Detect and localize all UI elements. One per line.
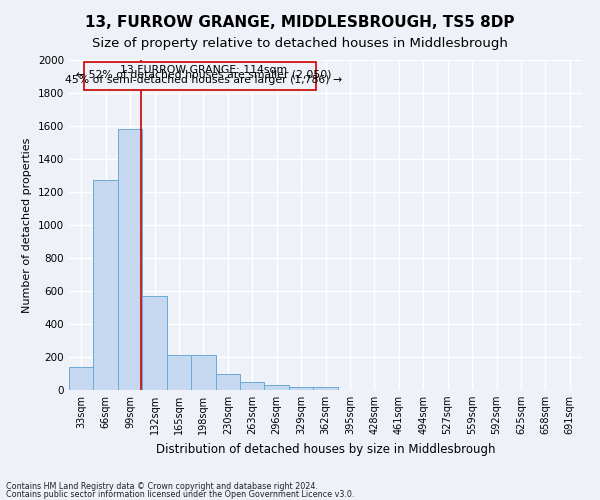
Bar bbox=[69, 367, 94, 390]
FancyBboxPatch shape bbox=[84, 62, 316, 90]
Bar bbox=[118, 130, 142, 390]
Bar bbox=[167, 354, 191, 390]
Text: 45% of semi-detached houses are larger (1,786) →: 45% of semi-detached houses are larger (… bbox=[65, 75, 342, 85]
Text: 13 FURROW GRANGE: 114sqm: 13 FURROW GRANGE: 114sqm bbox=[120, 65, 287, 75]
Y-axis label: Number of detached properties: Number of detached properties bbox=[22, 138, 32, 312]
Bar bbox=[313, 386, 338, 390]
Bar bbox=[265, 385, 289, 390]
Bar bbox=[289, 386, 313, 390]
Bar bbox=[191, 354, 215, 390]
Bar bbox=[240, 382, 265, 390]
Bar bbox=[142, 296, 167, 390]
Text: 13, FURROW GRANGE, MIDDLESBROUGH, TS5 8DP: 13, FURROW GRANGE, MIDDLESBROUGH, TS5 8D… bbox=[85, 15, 515, 30]
X-axis label: Distribution of detached houses by size in Middlesbrough: Distribution of detached houses by size … bbox=[156, 442, 495, 456]
Text: ← 52% of detached houses are smaller (2,050): ← 52% of detached houses are smaller (2,… bbox=[76, 70, 331, 80]
Text: Contains public sector information licensed under the Open Government Licence v3: Contains public sector information licen… bbox=[6, 490, 355, 499]
Bar bbox=[94, 180, 118, 390]
Text: Size of property relative to detached houses in Middlesbrough: Size of property relative to detached ho… bbox=[92, 38, 508, 51]
Bar bbox=[215, 374, 240, 390]
Text: Contains HM Land Registry data © Crown copyright and database right 2024.: Contains HM Land Registry data © Crown c… bbox=[6, 482, 318, 491]
